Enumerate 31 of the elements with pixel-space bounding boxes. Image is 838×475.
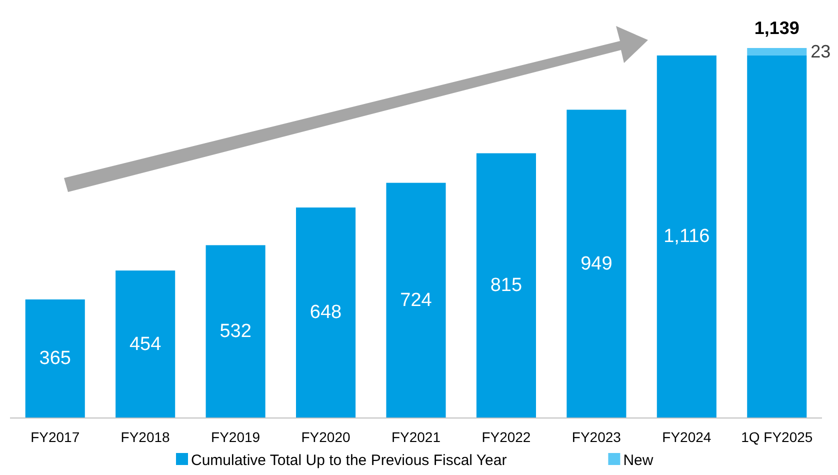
bar [476, 153, 536, 418]
legend-label: Cumulative Total Up to the Previous Fiscal Year [191, 452, 507, 469]
data-label: 648 [310, 302, 342, 324]
data-label: 724 [400, 290, 432, 311]
data-label: 815 [490, 275, 522, 296]
data-label: 454 [129, 334, 162, 355]
legend-label: New [623, 452, 654, 469]
x-tick-label: FY2020 [301, 429, 350, 445]
bar [747, 48, 807, 56]
bar [116, 270, 176, 418]
x-tick-label: FY2017 [30, 429, 80, 445]
bar [296, 208, 356, 418]
x-tick-label: FY2023 [572, 429, 622, 445]
x-tick-label: FY2021 [391, 429, 441, 445]
bar [747, 55, 807, 418]
data-label: 949 [580, 253, 612, 274]
data-label: 23 [810, 42, 831, 62]
x-tick-label: FY2018 [120, 429, 170, 445]
bar [656, 55, 716, 418]
x-tick-label: FY2024 [662, 429, 712, 445]
data-label: 1,116 [664, 226, 710, 248]
bar [386, 182, 446, 418]
total-label: 1,139 [754, 18, 800, 38]
bar [25, 299, 85, 418]
x-tick-label: FY2022 [482, 429, 531, 445]
data-label: 365 [39, 348, 71, 370]
x-tick-label: FY2019 [211, 429, 260, 445]
data-label: 532 [220, 321, 252, 342]
x-tick-label: 1Q FY2025 [741, 429, 813, 445]
bar [566, 110, 626, 418]
bar [206, 245, 266, 418]
